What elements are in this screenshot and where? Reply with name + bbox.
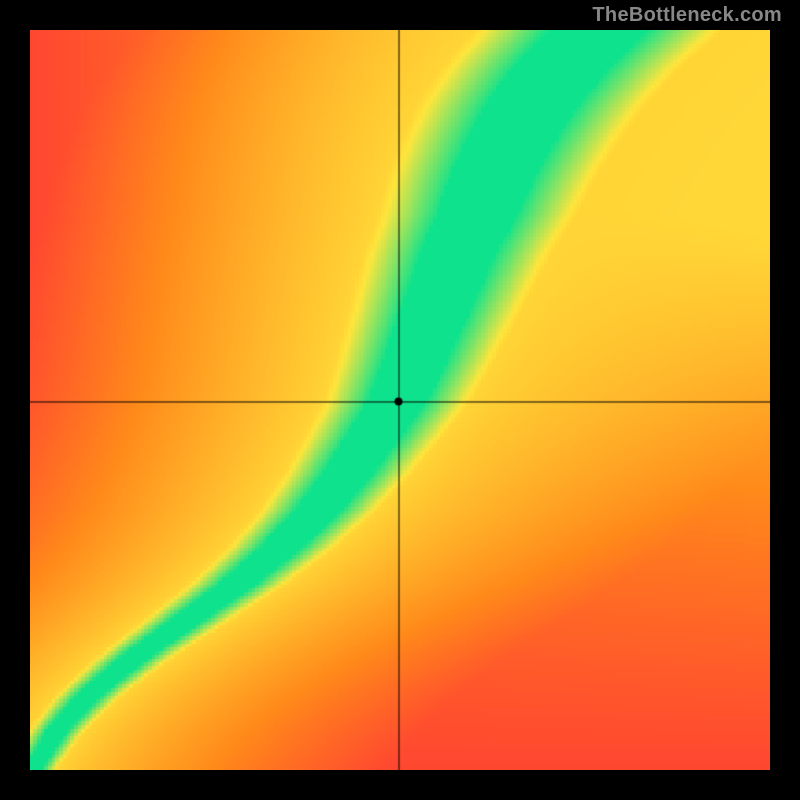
heatmap-canvas: [30, 30, 770, 770]
watermark-text: TheBottleneck.com: [592, 4, 782, 27]
bottleneck-heatmap: [30, 30, 770, 770]
